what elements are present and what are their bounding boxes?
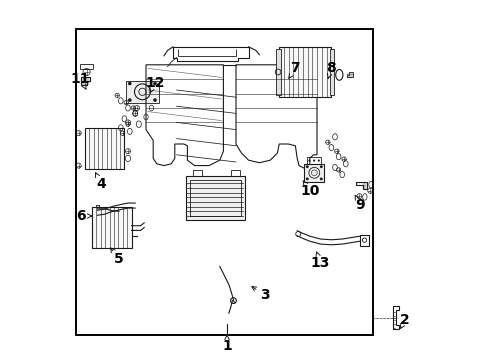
Text: 13: 13	[311, 256, 330, 270]
Circle shape	[306, 177, 309, 180]
Text: 6: 6	[75, 209, 85, 223]
Text: 3: 3	[260, 288, 270, 302]
Circle shape	[153, 82, 157, 85]
Text: 5: 5	[114, 252, 124, 266]
Circle shape	[320, 177, 323, 180]
Polygon shape	[96, 205, 99, 217]
Text: 12: 12	[145, 76, 165, 90]
Circle shape	[308, 159, 311, 162]
Circle shape	[153, 98, 157, 102]
Text: 7: 7	[291, 62, 300, 75]
Text: 1: 1	[222, 339, 232, 352]
Circle shape	[313, 159, 315, 162]
Circle shape	[318, 159, 320, 162]
Polygon shape	[304, 164, 324, 182]
Text: 11: 11	[71, 72, 90, 86]
Polygon shape	[92, 207, 132, 248]
Circle shape	[128, 82, 132, 85]
Polygon shape	[85, 128, 124, 169]
Circle shape	[128, 98, 132, 102]
Polygon shape	[330, 49, 334, 95]
Polygon shape	[186, 176, 245, 220]
Circle shape	[306, 165, 309, 168]
Polygon shape	[276, 49, 281, 95]
Polygon shape	[126, 81, 159, 103]
Text: 9: 9	[355, 198, 365, 212]
Text: 10: 10	[300, 184, 319, 198]
Text: 2: 2	[400, 314, 410, 327]
Text: 8: 8	[326, 62, 336, 75]
Polygon shape	[279, 47, 331, 97]
Text: 4: 4	[96, 177, 106, 190]
Circle shape	[320, 165, 323, 168]
